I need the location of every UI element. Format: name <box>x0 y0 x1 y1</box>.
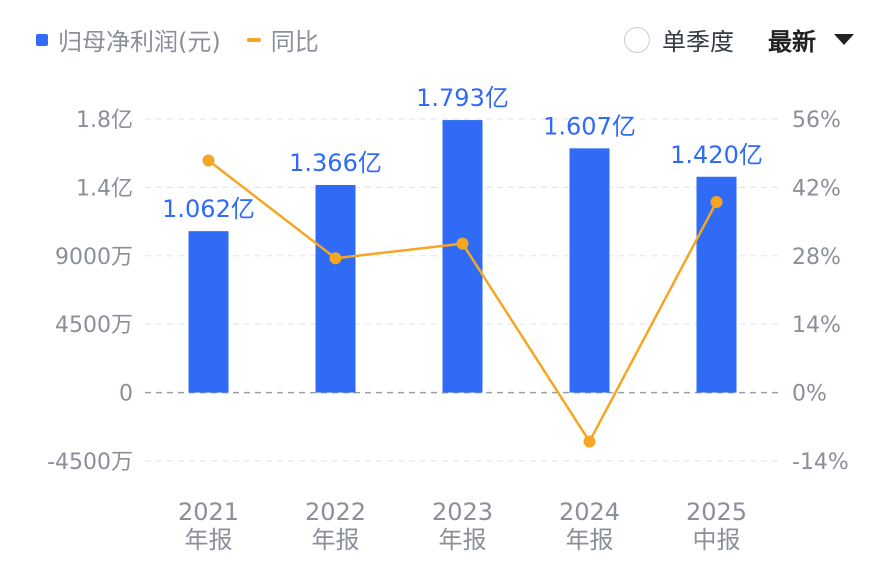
chart-legend: 归母净利润(元) 同比 <box>36 22 345 57</box>
legend-line-swatch-icon <box>246 37 261 42</box>
legend-item-yoy[interactable]: 同比 <box>246 22 319 57</box>
left-axis-tick-label: 1.8亿 <box>76 108 133 133</box>
x-axis-tick-label: 2025 中报 <box>686 498 747 554</box>
legend-label-net-profit: 归母净利润(元) <box>58 28 221 56</box>
chevron-down-icon <box>834 34 854 45</box>
yoy-point <box>710 196 723 209</box>
bar-value-label: 1.607亿 <box>543 112 636 140</box>
bar-value-label: 1.420亿 <box>670 141 763 169</box>
x-axis-tick-label-line: 2024 <box>559 498 620 526</box>
x-axis-tick-label: 2021 年报 <box>178 498 239 554</box>
bar <box>442 120 483 393</box>
bar <box>696 176 737 393</box>
x-axis-tick-label-line: 2025 <box>686 498 747 526</box>
x-axis-tick-label: 2023 年报 <box>432 498 493 554</box>
x-axis-tick-label-line: 2022 <box>305 498 366 526</box>
yoy-point <box>202 154 215 167</box>
x-axis-tick-label: 2024 年报 <box>559 498 620 554</box>
x-axis-tick-label-line: 年报 <box>312 526 360 554</box>
legend-bar-swatch-icon <box>36 33 48 46</box>
chart-controls: 单季度 最新 <box>624 22 854 57</box>
x-axis-tick-label-line: 中报 <box>693 526 741 554</box>
yoy-point <box>329 252 342 265</box>
yoy-point <box>583 435 596 448</box>
x-axis-tick-label-line: 年报 <box>439 526 487 554</box>
bar-value-label: 1.062亿 <box>162 195 255 223</box>
right-axis-tick-label: 56% <box>792 108 841 133</box>
bar <box>315 184 356 393</box>
right-axis-tick-label: 0% <box>792 382 827 407</box>
left-axis-tick-label: 9000万 <box>55 245 133 270</box>
left-axis-tick-label: 0 <box>119 382 133 407</box>
legend-item-net-profit[interactable]: 归母净利润(元) <box>36 22 221 57</box>
sort-dropdown-label: 最新 <box>768 28 816 56</box>
x-axis-tick-label-line: 2021 <box>178 498 239 526</box>
x-axis-tick-label-line: 2023 <box>432 498 493 526</box>
left-axis-tick-label: 4500万 <box>55 313 133 338</box>
x-axis-tick-label: 2022 年报 <box>305 498 366 554</box>
right-axis-tick-label: 42% <box>792 176 841 201</box>
bar-value-label: 1.366亿 <box>289 149 382 177</box>
left-axis-tick-label: 1.4亿 <box>76 176 133 201</box>
x-axis-tick-label-line: 年报 <box>185 526 233 554</box>
bar <box>188 231 229 393</box>
bar <box>569 148 610 393</box>
x-axis-tick-label-line: 年报 <box>566 526 614 554</box>
single-quarter-label[interactable]: 单季度 <box>662 28 734 56</box>
sort-dropdown[interactable]: 最新 <box>768 22 854 57</box>
right-axis-tick-label: 28% <box>792 245 841 270</box>
left-axis-tick-label: -4500万 <box>47 450 133 475</box>
bar-value-label: 1.793亿 <box>416 84 509 112</box>
right-axis-tick-label: -14% <box>792 450 849 475</box>
yoy-point <box>456 237 469 250</box>
right-axis-tick-label: 14% <box>792 313 841 338</box>
legend-label-yoy: 同比 <box>270 28 319 56</box>
single-quarter-radio[interactable] <box>624 26 650 53</box>
